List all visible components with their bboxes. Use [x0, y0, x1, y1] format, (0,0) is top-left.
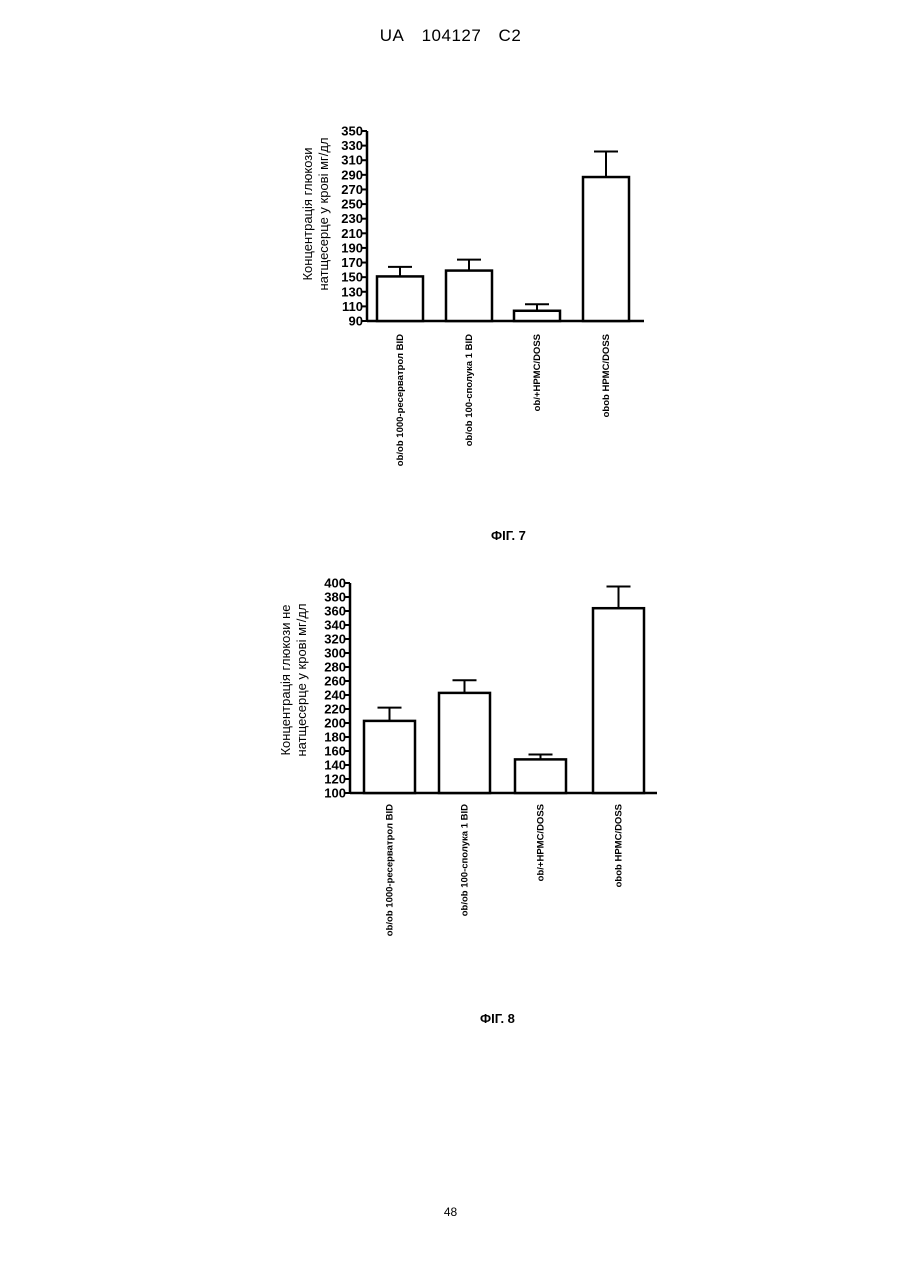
y-axis-label: натщесерце у крові мг/дл — [294, 603, 309, 756]
category-label: obob HPMC/DOSS — [614, 804, 625, 887]
y-tick-label: 100 — [324, 786, 346, 801]
figure-8-chart: 1001201401601802002202402602803003203403… — [0, 0, 901, 1000]
bar — [593, 608, 644, 793]
y-tick-label: 240 — [324, 688, 346, 703]
y-tick-label: 320 — [324, 632, 346, 647]
y-tick-label: 360 — [324, 604, 346, 619]
y-tick-label: 400 — [324, 576, 346, 591]
y-tick-label: 220 — [324, 702, 346, 717]
y-tick-label: 280 — [324, 660, 346, 675]
y-tick-label: 340 — [324, 618, 346, 633]
y-tick-label: 200 — [324, 716, 346, 731]
y-tick-label: 120 — [324, 772, 346, 787]
y-tick-label: 300 — [324, 646, 346, 661]
category-label: ob/ob 100-сполука 1 BID — [460, 804, 471, 916]
category-label: ob/ob 1000-ресерватрол BID — [385, 804, 396, 936]
bar — [364, 721, 415, 793]
y-tick-label: 260 — [324, 674, 346, 689]
y-tick-label: 140 — [324, 758, 346, 773]
y-tick-label: 380 — [324, 590, 346, 605]
y-axis-label: Концентрація глюкози не — [278, 604, 293, 755]
bar — [515, 759, 566, 793]
y-tick-label: 160 — [324, 744, 346, 759]
y-tick-label: 180 — [324, 730, 346, 745]
figure-8-label: ФІГ. 8 — [480, 1011, 515, 1026]
category-label: ob/+HPMC/DOSS — [536, 804, 547, 881]
page-number: 48 — [0, 1205, 901, 1219]
bar — [439, 693, 490, 793]
